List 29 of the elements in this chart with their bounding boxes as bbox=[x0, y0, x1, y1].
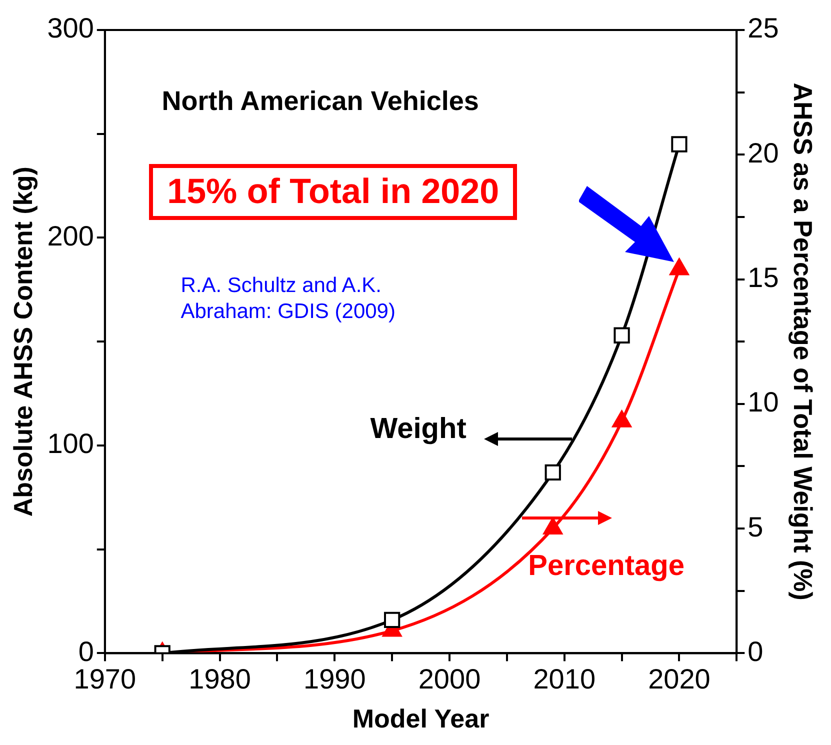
y-tick-label: 300 bbox=[47, 12, 94, 44]
x-tick-label: 1980 bbox=[188, 664, 251, 695]
y2-tick-label: 20 bbox=[748, 137, 779, 168]
y2-tick-label: 5 bbox=[748, 511, 764, 542]
point bbox=[671, 136, 688, 152]
x-tick-label: 2000 bbox=[418, 664, 481, 695]
x-tick-label: 1990 bbox=[303, 664, 366, 695]
x-axis-title: Model Year bbox=[352, 704, 490, 734]
point bbox=[544, 464, 561, 481]
x-tick-label: 2010 bbox=[533, 664, 596, 695]
x-tick-label: 2020 bbox=[648, 664, 710, 695]
y2-axis-title: AHSS as a Percentage of Total Weight (%) bbox=[788, 82, 818, 600]
y2-tick-label: 15 bbox=[748, 262, 779, 293]
y2-tick-label: 25 bbox=[748, 12, 779, 44]
point bbox=[614, 327, 630, 344]
point bbox=[384, 612, 400, 628]
legend-label: Weight bbox=[370, 413, 466, 446]
annotation: North American Vehicles bbox=[162, 86, 479, 118]
y-axis-title: Absolute AHSS Content (kg) bbox=[8, 166, 38, 517]
y-tick-label: 200 bbox=[47, 220, 94, 252]
series-label: Percentage bbox=[528, 550, 685, 584]
y2-tick-label: 10 bbox=[748, 386, 779, 418]
annotation: R.A. Schultz and A.K. Abraham: GDIS (2009) bbox=[180, 273, 396, 326]
y2-tick-label: 0 bbox=[748, 636, 764, 667]
point bbox=[612, 410, 632, 428]
point bbox=[543, 518, 563, 535]
point bbox=[670, 258, 689, 276]
annotation: 15% of Total in 2020 bbox=[149, 164, 518, 220]
y-tick-label: 100 bbox=[47, 428, 94, 460]
